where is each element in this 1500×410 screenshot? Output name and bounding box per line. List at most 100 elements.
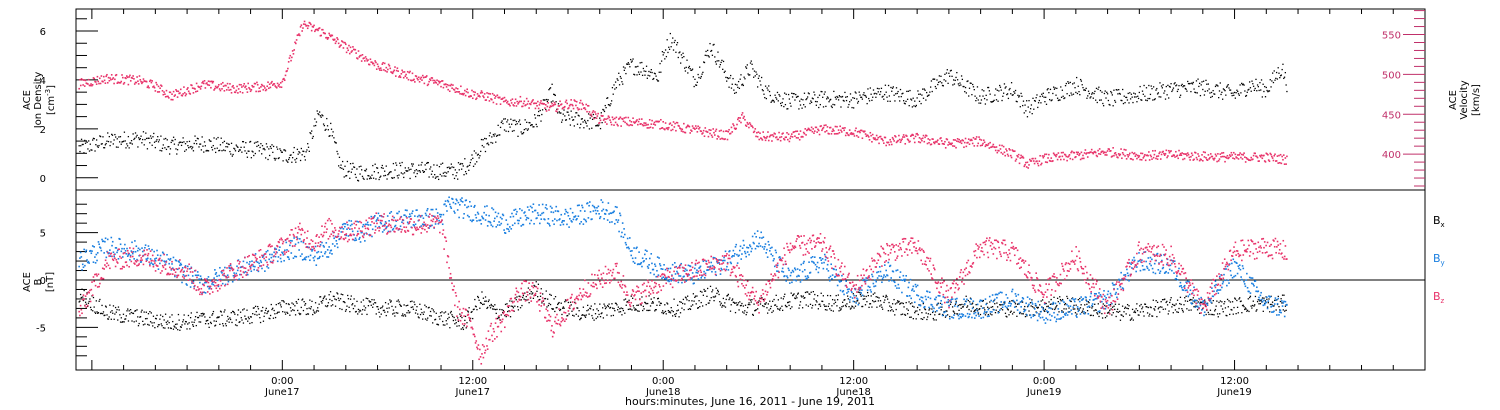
- bx-point: [452, 319, 455, 322]
- bx-point: [1051, 308, 1054, 310]
- bx-point: [1074, 308, 1076, 310]
- ion-density-point: [1132, 101, 1134, 104]
- ion-density-point: [587, 113, 590, 115]
- velocity-point: [107, 76, 110, 79]
- velocity-point: [261, 84, 264, 87]
- ion-density-point: [891, 87, 894, 89]
- by-point: [79, 257, 81, 259]
- velocity-point: [647, 123, 649, 126]
- ion-density-point: [1035, 97, 1037, 99]
- ion-density-point: [507, 119, 509, 121]
- ion-density-point: [701, 73, 703, 75]
- velocity-point: [927, 138, 930, 140]
- bx-point: [566, 315, 568, 317]
- velocity-point: [163, 91, 165, 93]
- bx-point: [484, 296, 487, 298]
- velocity-point: [913, 137, 915, 140]
- velocity-point: [91, 83, 94, 86]
- bx-point: [396, 300, 398, 302]
- ion-density-point: [763, 93, 765, 95]
- bx-point: [634, 309, 636, 311]
- velocity-point: [207, 80, 210, 83]
- bx-point: [286, 311, 288, 313]
- bx-point: [79, 293, 82, 296]
- ion-density-point: [228, 143, 230, 146]
- ion-density-point: [78, 145, 80, 147]
- velocity-point: [867, 134, 869, 137]
- ion-density-point: [656, 78, 658, 81]
- velocity-point: [478, 94, 480, 97]
- ion-density-point: [859, 94, 861, 96]
- ion-density-point: [154, 146, 156, 149]
- bx-point: [968, 308, 970, 311]
- velocity-point: [262, 88, 265, 91]
- velocity-point: [1059, 155, 1061, 158]
- velocity-point: [345, 51, 348, 54]
- ion-density-point: [883, 93, 886, 96]
- velocity-point: [152, 85, 155, 88]
- velocity-point: [367, 59, 369, 61]
- ion-density-point: [930, 80, 933, 82]
- ion-density-point: [551, 83, 553, 85]
- by-point: [96, 259, 98, 262]
- bx-point: [753, 303, 755, 305]
- ion-density-point: [803, 92, 806, 94]
- bx-point: [579, 317, 582, 320]
- ion-density-point: [1258, 89, 1260, 92]
- velocity-point: [195, 90, 197, 93]
- ion-density-point: [143, 144, 145, 146]
- velocity-point: [1076, 153, 1079, 155]
- bx-point: [574, 301, 576, 303]
- bx-point: [663, 311, 665, 314]
- velocity-point: [254, 82, 257, 85]
- velocity-point: [268, 87, 270, 90]
- velocity-point: [1187, 153, 1190, 156]
- bx-point: [734, 311, 737, 314]
- bx-point: [466, 322, 468, 324]
- ion-density-point: [1274, 79, 1276, 81]
- bx-point: [272, 307, 274, 309]
- ion-density-point: [345, 174, 348, 177]
- bx-point: [697, 307, 700, 309]
- bx-point: [539, 298, 541, 301]
- bx-point: [961, 306, 964, 308]
- bx-point: [658, 301, 660, 303]
- ion-density-point: [1119, 93, 1121, 95]
- velocity-point: [765, 137, 768, 139]
- velocity-point: [1003, 151, 1006, 154]
- ion-density-point: [495, 135, 498, 137]
- velocity-point: [831, 130, 834, 133]
- ion-density-point: [316, 110, 318, 112]
- velocity-point: [563, 106, 565, 109]
- ion-density-point: [1009, 87, 1011, 90]
- ion-density-point: [853, 97, 856, 99]
- velocity-point: [714, 130, 717, 132]
- velocity-point: [855, 127, 857, 130]
- ion-density-point: [1089, 97, 1091, 99]
- ion-density-point: [726, 80, 728, 82]
- bx-point: [201, 315, 203, 317]
- velocity-point: [397, 70, 399, 72]
- bx-point: [146, 317, 148, 320]
- velocity-point: [898, 138, 901, 141]
- ion-density-point: [688, 65, 691, 68]
- velocity-point: [755, 135, 757, 138]
- ion-density-point: [1072, 83, 1074, 85]
- ion-density-point: [1004, 87, 1006, 89]
- ion-density-point: [572, 119, 574, 121]
- bx-point: [865, 295, 867, 298]
- ion-density-point: [153, 141, 156, 143]
- ion-density-point: [487, 144, 490, 146]
- bx-point: [849, 308, 852, 310]
- bx-point: [794, 297, 797, 300]
- bx-point: [1179, 302, 1181, 305]
- velocity-point: [967, 138, 970, 140]
- velocity-point: [175, 88, 177, 91]
- velocity-point: [1167, 155, 1169, 157]
- ion-density-point: [1059, 99, 1061, 101]
- velocity-point: [614, 117, 616, 120]
- by-point: [141, 250, 144, 253]
- b-tick-label: -5: [36, 323, 46, 334]
- bx-point: [1000, 308, 1002, 310]
- ion-density-point: [561, 119, 564, 121]
